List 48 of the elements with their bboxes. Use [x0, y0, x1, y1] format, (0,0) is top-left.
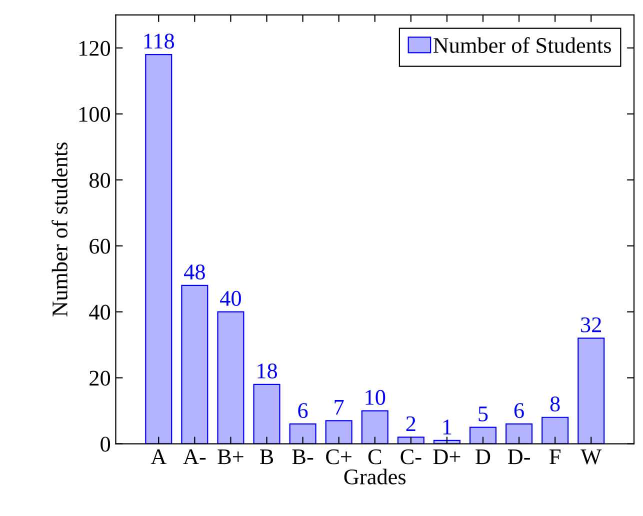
x-tick-label: B- — [292, 449, 314, 464]
bar — [361, 410, 388, 444]
x-tick-label: C — [368, 449, 382, 464]
data-label: 6 — [298, 403, 308, 418]
data-label: 40 — [220, 290, 241, 306]
x-tick-label: A- — [183, 449, 206, 464]
legend-label: Number of Students — [433, 37, 611, 53]
y-tick-label: 60 — [90, 238, 110, 254]
bar — [289, 423, 316, 444]
data-label: 1 — [443, 420, 452, 434]
x-tick-label: A — [150, 449, 166, 464]
x-tick-label: W — [580, 449, 602, 464]
x-axis-title: Grades — [344, 468, 406, 484]
y-tick-label: 100 — [80, 106, 110, 122]
x-tick-label: D- — [508, 449, 530, 464]
bar — [469, 426, 497, 444]
bar — [325, 420, 352, 444]
y-tick-label: 20 — [90, 370, 110, 386]
y-tick-label: 40 — [89, 304, 110, 320]
y-tick-label: 120 — [80, 40, 110, 56]
data-label: 118 — [144, 34, 174, 49]
y-tick-label: 80 — [90, 172, 110, 188]
bar — [253, 384, 280, 444]
bar — [578, 338, 605, 444]
data-label: 10 — [366, 390, 386, 405]
bar — [145, 54, 172, 444]
data-label: 2 — [406, 416, 416, 432]
bar — [397, 436, 424, 444]
data-label: 48 — [184, 264, 205, 280]
bar — [217, 311, 244, 444]
x-tick-label: D+ — [433, 449, 460, 464]
x-tick-label: D — [476, 449, 490, 464]
x-tick-label: B — [260, 449, 274, 464]
y-axis-title: Number of students — [52, 142, 68, 316]
bar — [506, 423, 533, 444]
data-label: 32 — [581, 317, 601, 332]
x-tick-label: F — [550, 449, 560, 464]
x-tick-label: C- — [400, 449, 422, 464]
bar — [181, 284, 208, 444]
x-tick-label: C+ — [326, 449, 352, 464]
x-tick-label: B+ — [218, 449, 244, 464]
data-label: 7 — [334, 400, 344, 415]
data-label: 5 — [478, 406, 488, 422]
y-tick-label: 0 — [100, 436, 110, 452]
data-label: 18 — [258, 363, 278, 378]
bar — [542, 416, 569, 444]
data-label: 8 — [550, 396, 560, 412]
data-label: 6 — [514, 403, 524, 418]
